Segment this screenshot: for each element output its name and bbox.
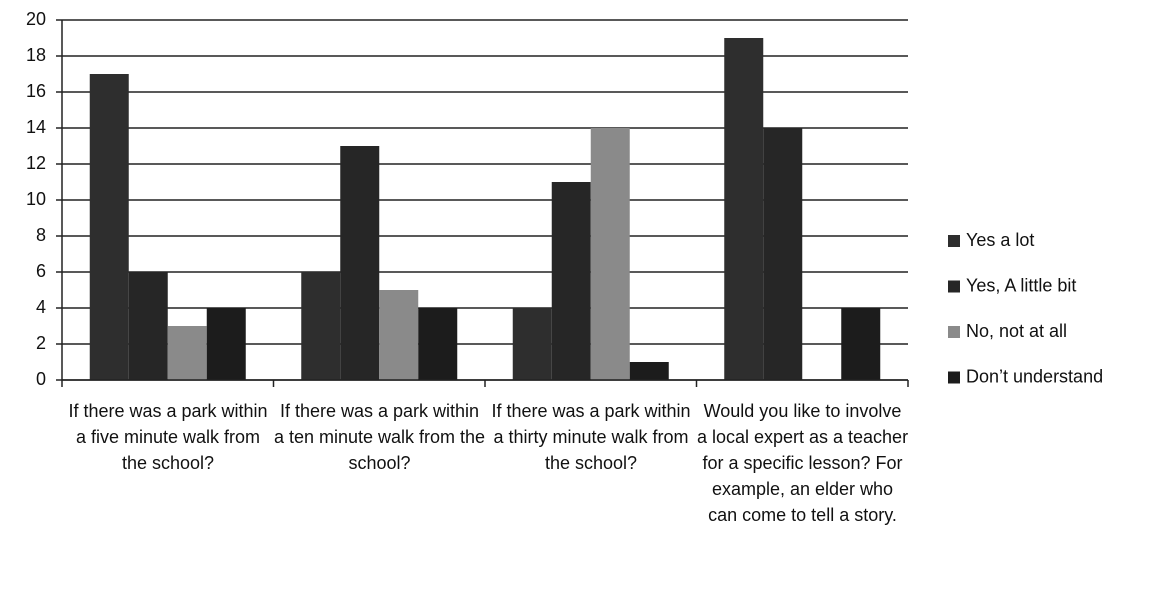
bar bbox=[551, 182, 591, 380]
bar bbox=[724, 38, 764, 380]
y-tick-label: 0 bbox=[36, 369, 46, 389]
bar bbox=[379, 290, 419, 380]
legend-label: Yes, A little bit bbox=[966, 275, 1076, 295]
bar bbox=[340, 146, 380, 380]
bar bbox=[590, 128, 630, 380]
legend-label: Don’t understand bbox=[966, 366, 1103, 386]
bar bbox=[763, 128, 803, 380]
y-tick-label: 14 bbox=[26, 117, 46, 137]
legend-swatch bbox=[948, 235, 960, 247]
y-tick-label: 12 bbox=[26, 153, 46, 173]
y-tick-label: 8 bbox=[36, 225, 46, 245]
y-tick-label: 10 bbox=[26, 189, 46, 209]
x-tick-label: Would you like to involve a local expert… bbox=[696, 401, 909, 525]
x-tick-label: If there was a park within a thirty minu… bbox=[491, 401, 691, 473]
bar bbox=[629, 362, 669, 380]
bar bbox=[418, 308, 458, 380]
bar bbox=[301, 272, 341, 380]
x-tick-label: If there was a park within a ten minute … bbox=[273, 401, 486, 473]
bar bbox=[206, 308, 246, 380]
y-tick-label: 6 bbox=[36, 261, 46, 281]
legend-label: Yes a lot bbox=[966, 230, 1034, 250]
bar bbox=[841, 308, 881, 380]
bar bbox=[128, 272, 168, 380]
bar bbox=[89, 74, 129, 380]
bar bbox=[512, 308, 552, 380]
legend-label: No, not at all bbox=[966, 321, 1067, 341]
y-tick-label: 20 bbox=[26, 9, 46, 29]
legend-swatch bbox=[948, 371, 960, 384]
y-tick-label: 4 bbox=[36, 297, 46, 317]
x-tick-label: If there was a park within a five minute… bbox=[68, 401, 268, 473]
y-tick-label: 2 bbox=[36, 333, 46, 353]
y-tick-label: 18 bbox=[26, 45, 46, 65]
bar bbox=[167, 326, 207, 380]
legend-swatch bbox=[948, 326, 960, 338]
legend-swatch bbox=[948, 280, 960, 293]
y-tick-label: 16 bbox=[26, 81, 46, 101]
